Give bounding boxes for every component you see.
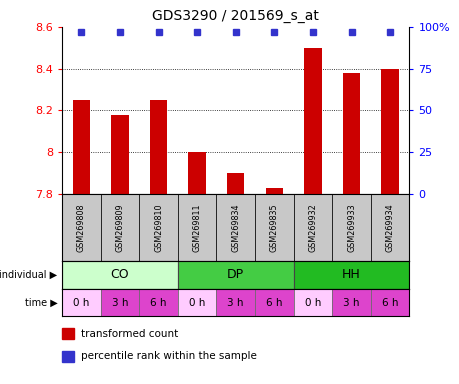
Bar bbox=[111, 114, 129, 194]
Text: 0 h: 0 h bbox=[73, 298, 90, 308]
Bar bbox=[101, 289, 139, 316]
Text: 3 h: 3 h bbox=[112, 298, 128, 308]
Text: GSM269932: GSM269932 bbox=[308, 203, 317, 252]
Bar bbox=[370, 194, 409, 261]
Bar bbox=[178, 261, 293, 289]
Bar bbox=[370, 289, 409, 316]
Bar bbox=[227, 173, 244, 194]
Bar bbox=[254, 194, 293, 261]
Bar bbox=[331, 194, 370, 261]
Text: 0 h: 0 h bbox=[189, 298, 205, 308]
Text: 6 h: 6 h bbox=[265, 298, 282, 308]
Text: 6 h: 6 h bbox=[381, 298, 397, 308]
Text: GSM269933: GSM269933 bbox=[346, 203, 355, 252]
Text: GSM269934: GSM269934 bbox=[385, 203, 394, 252]
Bar bbox=[381, 69, 398, 194]
Text: GSM269835: GSM269835 bbox=[269, 203, 278, 252]
Text: DP: DP bbox=[227, 268, 244, 281]
Title: GDS3290 / 201569_s_at: GDS3290 / 201569_s_at bbox=[152, 9, 319, 23]
Text: transformed count: transformed count bbox=[81, 329, 178, 339]
Bar bbox=[62, 261, 178, 289]
Bar bbox=[293, 194, 331, 261]
Text: time ▶: time ▶ bbox=[25, 298, 57, 308]
Bar bbox=[178, 194, 216, 261]
Bar bbox=[254, 289, 293, 316]
Bar bbox=[139, 194, 178, 261]
Bar bbox=[216, 194, 254, 261]
Bar bbox=[150, 100, 167, 194]
Text: 6 h: 6 h bbox=[150, 298, 167, 308]
Bar bbox=[331, 289, 370, 316]
Text: 0 h: 0 h bbox=[304, 298, 320, 308]
Bar bbox=[73, 100, 90, 194]
Bar bbox=[188, 152, 205, 194]
Bar bbox=[62, 328, 74, 339]
Bar bbox=[216, 289, 254, 316]
Text: GSM269810: GSM269810 bbox=[154, 203, 163, 252]
Text: GSM269809: GSM269809 bbox=[115, 203, 124, 252]
Bar bbox=[293, 261, 409, 289]
Text: individual ▶: individual ▶ bbox=[0, 270, 57, 280]
Bar bbox=[265, 188, 282, 194]
Bar bbox=[178, 289, 216, 316]
Text: GSM269834: GSM269834 bbox=[231, 203, 240, 252]
Bar bbox=[303, 48, 321, 194]
Text: 3 h: 3 h bbox=[227, 298, 243, 308]
Bar bbox=[62, 194, 101, 261]
Text: GSM269811: GSM269811 bbox=[192, 203, 201, 252]
Text: GSM269808: GSM269808 bbox=[77, 203, 86, 252]
Bar bbox=[342, 73, 359, 194]
Text: CO: CO bbox=[111, 268, 129, 281]
Bar bbox=[62, 351, 74, 362]
Text: HH: HH bbox=[341, 268, 360, 281]
Bar bbox=[139, 289, 178, 316]
Bar bbox=[62, 289, 101, 316]
Text: percentile rank within the sample: percentile rank within the sample bbox=[81, 351, 257, 361]
Text: 3 h: 3 h bbox=[342, 298, 359, 308]
Bar bbox=[293, 289, 331, 316]
Bar bbox=[101, 194, 139, 261]
